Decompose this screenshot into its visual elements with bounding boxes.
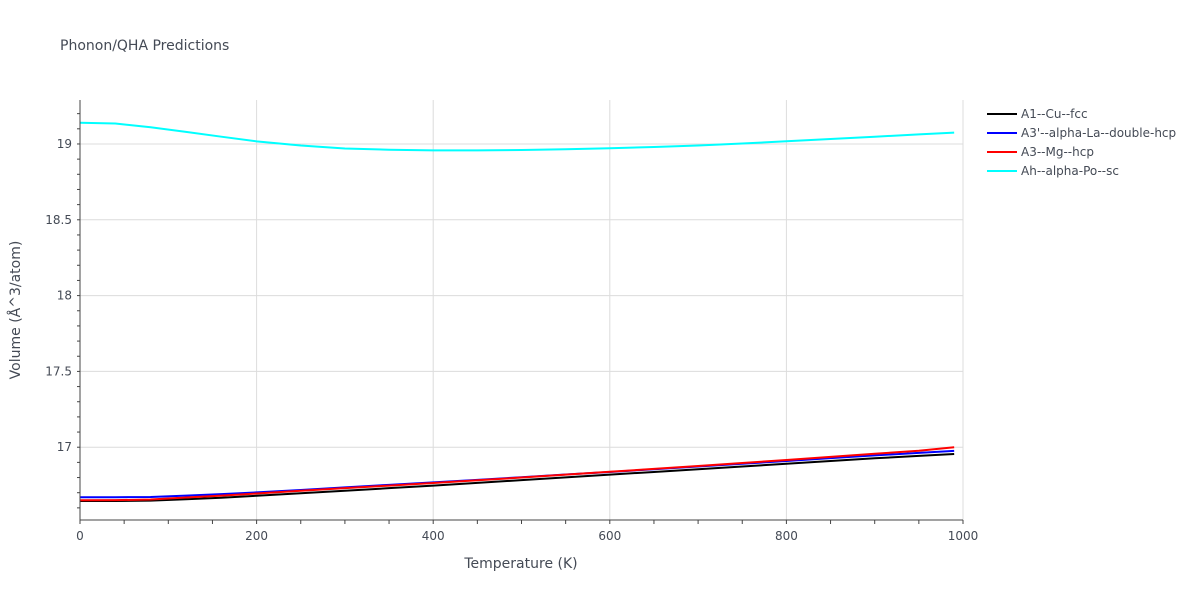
x-tick-label: 1000 xyxy=(948,529,979,543)
grid-lines xyxy=(80,100,964,520)
legend-label: A3'--alpha-La--double-hcp xyxy=(1021,126,1176,140)
legend[interactable]: A1--Cu--fcc A3'--alpha-La--double-hcp A3--… xyxy=(987,107,1176,178)
legend-item[interactable]: A1--Cu--fcc xyxy=(987,107,1088,121)
x-tick-label: 200 xyxy=(245,529,268,543)
y-tick-label: 19 xyxy=(57,137,72,151)
y-tick-label: 18.5 xyxy=(45,213,72,227)
x-tick-label: 0 xyxy=(76,529,84,543)
x-tick-label: 600 xyxy=(598,529,621,543)
chart-title: Phonon/QHA Predictions xyxy=(60,38,229,54)
axes xyxy=(77,100,964,524)
series-line xyxy=(80,453,955,503)
y-axis-title: Volume (Å^3/atom) xyxy=(7,241,24,380)
x-axis-title: Temperature (K) xyxy=(463,556,577,572)
x-tick-label: 400 xyxy=(422,529,445,543)
y-tick-label: 17.5 xyxy=(45,364,72,378)
tick-labels: 0 200 400 600 800 1000 17 17.5 18 18.5 19 xyxy=(45,137,978,543)
x-tick-label: 800 xyxy=(775,529,798,543)
legend-label: Ah--alpha-Po--sc xyxy=(1021,164,1119,178)
legend-label: A1--Cu--fcc xyxy=(1021,107,1088,121)
y-tick-label: 18 xyxy=(57,289,72,303)
series-lines xyxy=(79,121,955,503)
legend-label: A3--Mg--hcp xyxy=(1021,145,1094,159)
series-line xyxy=(79,446,955,502)
legend-item[interactable]: A3--Mg--hcp xyxy=(987,145,1094,159)
y-tick-label: 17 xyxy=(57,440,72,454)
legend-item[interactable]: A3'--alpha-La--double-hcp xyxy=(987,126,1176,140)
legend-item[interactable]: Ah--alpha-Po--sc xyxy=(987,164,1119,178)
series-line xyxy=(79,121,955,152)
